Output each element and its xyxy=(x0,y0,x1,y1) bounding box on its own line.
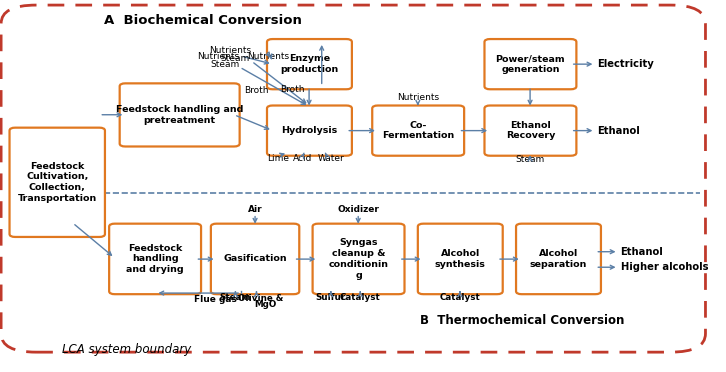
FancyBboxPatch shape xyxy=(484,39,576,89)
Text: Nutrients: Nutrients xyxy=(197,52,240,61)
Text: Steam: Steam xyxy=(220,54,249,64)
FancyBboxPatch shape xyxy=(372,106,464,156)
Text: Acid: Acid xyxy=(293,154,312,163)
Text: Sulfur: Sulfur xyxy=(316,293,346,302)
Text: MgO: MgO xyxy=(254,300,277,310)
Text: Olivine &: Olivine & xyxy=(238,294,283,303)
FancyBboxPatch shape xyxy=(484,106,576,156)
FancyBboxPatch shape xyxy=(418,224,502,294)
Text: LCA system boundary: LCA system boundary xyxy=(62,343,192,356)
Text: Flue gas: Flue gas xyxy=(194,295,237,304)
Text: Feedstock
handling
and drying: Feedstock handling and drying xyxy=(126,244,184,274)
FancyBboxPatch shape xyxy=(516,224,601,294)
Text: Gasification: Gasification xyxy=(224,254,287,263)
Text: Co-
Fermentation: Co- Fermentation xyxy=(382,121,454,141)
Text: Water: Water xyxy=(317,154,344,163)
FancyBboxPatch shape xyxy=(267,39,352,89)
FancyBboxPatch shape xyxy=(120,83,240,147)
Text: Hydrolysis: Hydrolysis xyxy=(281,126,338,135)
Text: Steam: Steam xyxy=(515,154,544,164)
Text: Nutrients: Nutrients xyxy=(247,52,289,61)
Text: Feedstock
Cultivation,
Collection,
Transportation: Feedstock Cultivation, Collection, Trans… xyxy=(17,162,97,203)
Text: Catalyst: Catalyst xyxy=(340,293,380,302)
Text: Oxidizer: Oxidizer xyxy=(338,205,379,215)
Text: Ethanol: Ethanol xyxy=(597,126,640,136)
Text: Steam: Steam xyxy=(211,60,240,70)
Text: Ethanol
Recovery: Ethanol Recovery xyxy=(506,121,555,141)
Text: Nutrients: Nutrients xyxy=(397,93,439,102)
Text: Air: Air xyxy=(248,205,262,215)
Text: Broth: Broth xyxy=(245,86,269,94)
FancyBboxPatch shape xyxy=(313,224,404,294)
Text: Ethanol: Ethanol xyxy=(621,247,664,257)
Text: B  Thermochemical Conversion: B Thermochemical Conversion xyxy=(420,314,624,327)
Text: Feedstock handling and
pretreatment: Feedstock handling and pretreatment xyxy=(116,105,243,125)
Text: Electricity: Electricity xyxy=(597,59,654,69)
Text: Alcohol
synthesis: Alcohol synthesis xyxy=(435,249,486,269)
FancyBboxPatch shape xyxy=(267,106,352,156)
Text: Higher alcohols: Higher alcohols xyxy=(621,262,708,272)
FancyBboxPatch shape xyxy=(109,224,201,294)
Text: Syngas
cleanup &
conditionin
g: Syngas cleanup & conditionin g xyxy=(329,238,388,279)
Text: Alcohol
separation: Alcohol separation xyxy=(530,249,587,269)
Text: Enzyme
production: Enzyme production xyxy=(280,54,338,74)
FancyBboxPatch shape xyxy=(9,128,105,237)
Text: Lime: Lime xyxy=(267,154,289,163)
Text: A  Biochemical Conversion: A Biochemical Conversion xyxy=(105,14,302,27)
Text: Broth: Broth xyxy=(280,85,304,94)
FancyBboxPatch shape xyxy=(211,224,299,294)
Text: Steam: Steam xyxy=(220,293,251,302)
Text: Catalyst: Catalyst xyxy=(439,293,481,302)
Text: Power/steam
generation: Power/steam generation xyxy=(496,54,566,74)
Text: Nutrients: Nutrients xyxy=(210,46,252,55)
